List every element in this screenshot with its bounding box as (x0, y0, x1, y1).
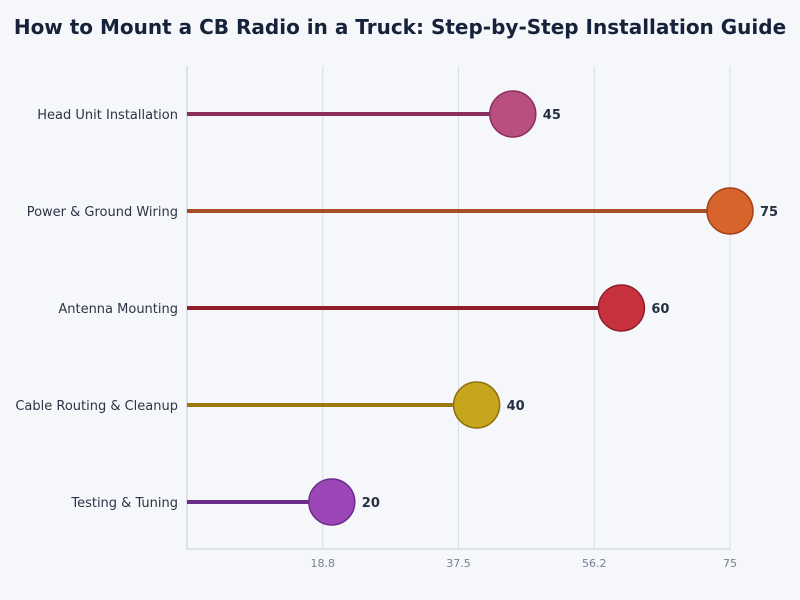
lollipop-dot (597, 284, 646, 332)
category-label: Testing & Tuning (70, 496, 178, 511)
category-label: Power & Ground Wiring (27, 205, 178, 220)
lollipop-dot (452, 381, 501, 429)
value-label: 75 (760, 205, 778, 220)
lollipop-dot (489, 90, 537, 138)
category-label: Cable Routing & Cleanup (15, 399, 178, 414)
x-tick-label: 56.2 (582, 557, 607, 570)
value-label: 60 (651, 302, 669, 317)
x-tick-label: 75 (723, 557, 737, 570)
x-tick-label: 18.8 (311, 557, 336, 570)
value-label: 20 (362, 496, 380, 511)
x-tick-label: 37.5 (446, 557, 471, 570)
lollipop-dot (308, 478, 356, 526)
lollipop-dot (706, 187, 754, 235)
value-label: 40 (507, 399, 525, 414)
category-label: Head Unit Installation (37, 108, 178, 123)
marks-layer: 45 75 60 40 20 (187, 90, 778, 526)
chart-title: How to Mount a CB Radio in a Truck: Step… (14, 15, 786, 39)
category-label: Antenna Mounting (58, 302, 178, 317)
value-label: 45 (543, 108, 561, 123)
